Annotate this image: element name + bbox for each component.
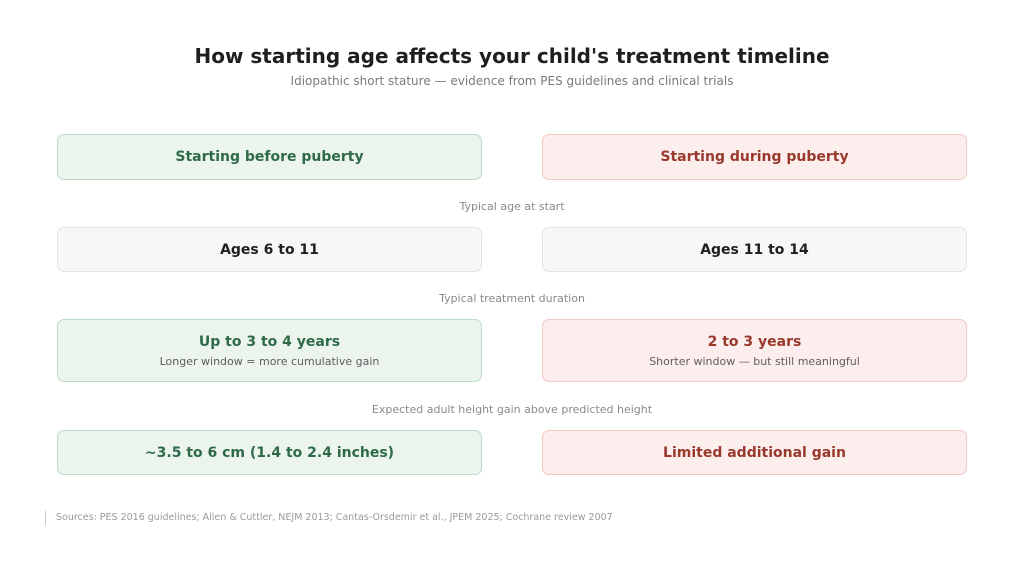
header-during-puberty-label: Starting during puberty [660, 149, 849, 165]
duration-before-puberty-box: Up to 3 to 4 years Longer window = more … [57, 319, 482, 382]
header-before-puberty: Starting before puberty [57, 134, 482, 180]
duration-during-puberty-box: 2 to 3 years Shorter window — but still … [542, 319, 967, 382]
gain-during-puberty-value: Limited additional gain [663, 444, 846, 461]
row-label-height-gain: Expected adult height gain above predict… [371, 403, 653, 416]
row-label-treatment-duration: Typical treatment duration [439, 292, 585, 305]
page-title: How starting age affects your child's tr… [194, 44, 830, 68]
age-during-puberty-box: Ages 11 to 14 [542, 227, 967, 272]
gain-before-puberty-value: ~3.5 to 6 cm (1.4 to 2.4 inches) [144, 444, 395, 461]
age-during-puberty-value: Ages 11 to 14 [700, 241, 809, 258]
age-before-puberty-value: Ages 6 to 11 [220, 241, 319, 258]
page-subtitle: Idiopathic short stature — evidence from… [290, 74, 734, 88]
duration-during-puberty-note: Shorter window — but still meaningful [649, 354, 860, 368]
duration-before-puberty-value: Up to 3 to 4 years [198, 333, 341, 350]
header-during-puberty: Starting during puberty [542, 134, 967, 180]
row-label-age-at-start: Typical age at start [459, 200, 565, 213]
gain-before-puberty-box: ~3.5 to 6 cm (1.4 to 2.4 inches) [57, 430, 482, 475]
gain-during-puberty-box: Limited additional gain [542, 430, 967, 475]
age-before-puberty-box: Ages 6 to 11 [57, 227, 482, 272]
header-before-puberty-label: Starting before puberty [175, 149, 364, 165]
duration-before-puberty-note: Longer window = more cumulative gain [159, 354, 380, 368]
sources-note: Sources: PES 2016 guidelines; Allen & Cu… [45, 511, 613, 525]
duration-during-puberty-value: 2 to 3 years [707, 333, 802, 350]
